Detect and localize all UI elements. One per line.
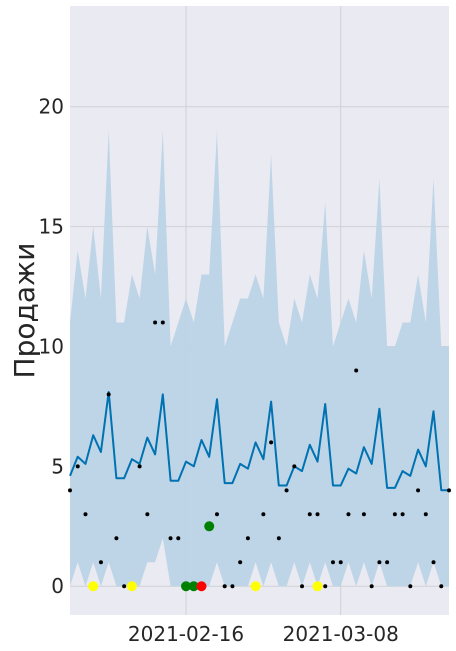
observed-point [400, 512, 405, 517]
observed-point [176, 536, 181, 541]
highlight-marker-yellow [250, 581, 261, 592]
observed-point [392, 512, 397, 517]
highlight-marker-red [196, 581, 207, 592]
observed-point [75, 464, 80, 469]
y-tick-label: 10 [39, 334, 64, 358]
observed-point [361, 512, 366, 517]
observed-point [447, 488, 451, 493]
highlight-marker-green [188, 581, 199, 592]
observed-point [137, 464, 142, 469]
observed-point [377, 560, 382, 565]
forecast-line [69, 391, 449, 492]
observed-point [416, 488, 421, 493]
highlight-marker-green [204, 521, 215, 532]
observed-point [160, 320, 165, 325]
observed-point [439, 584, 444, 589]
observed-point [153, 320, 158, 325]
observed-point [292, 464, 297, 469]
observed-point [83, 512, 88, 517]
highlight-marker-yellow [126, 581, 137, 592]
observed-point [106, 392, 111, 397]
observed-point [354, 368, 359, 373]
y-tick-label: 0 [51, 574, 64, 598]
x-tick-label: 2021-02-16 [128, 622, 244, 646]
highlight-markers [88, 521, 323, 592]
observed-point [330, 560, 335, 565]
y-axis-title: Продажи [8, 243, 41, 379]
observed-point [68, 488, 72, 493]
observed-point [307, 512, 312, 517]
observed-point [168, 536, 173, 541]
highlight-marker-green [181, 581, 192, 592]
highlight-marker-yellow [312, 581, 323, 592]
observed-point [423, 512, 428, 517]
observed-point [238, 560, 243, 565]
observed-point [245, 536, 250, 541]
observed-point [269, 440, 274, 445]
observed-point [214, 512, 219, 517]
observed-point [145, 512, 150, 517]
observed-point [114, 536, 119, 541]
observed-point [230, 584, 235, 589]
observed-point [98, 560, 103, 565]
observed-point [346, 512, 351, 517]
observed-point [385, 560, 390, 565]
observed-point [222, 584, 227, 589]
observed-point [261, 512, 266, 517]
observed-point [431, 560, 436, 565]
observed-point [369, 584, 374, 589]
observed-point [338, 560, 343, 565]
observed-point [122, 584, 127, 589]
x-axis-ticks: 2021-02-16 2021-03-08 [128, 622, 399, 646]
observed-point [284, 488, 289, 493]
observed-point [408, 584, 413, 589]
y-axis-ticks: 0 5 10 15 20 [39, 95, 64, 599]
observed-point [315, 512, 320, 517]
x-tick-label: 2021-03-08 [283, 622, 399, 646]
observed-point [300, 584, 305, 589]
observed-point [323, 584, 328, 589]
observed-point [276, 536, 281, 541]
y-tick-label: 5 [51, 454, 64, 478]
y-tick-label: 20 [39, 95, 64, 119]
highlight-marker-yellow [88, 581, 99, 592]
y-tick-label: 15 [39, 215, 64, 239]
